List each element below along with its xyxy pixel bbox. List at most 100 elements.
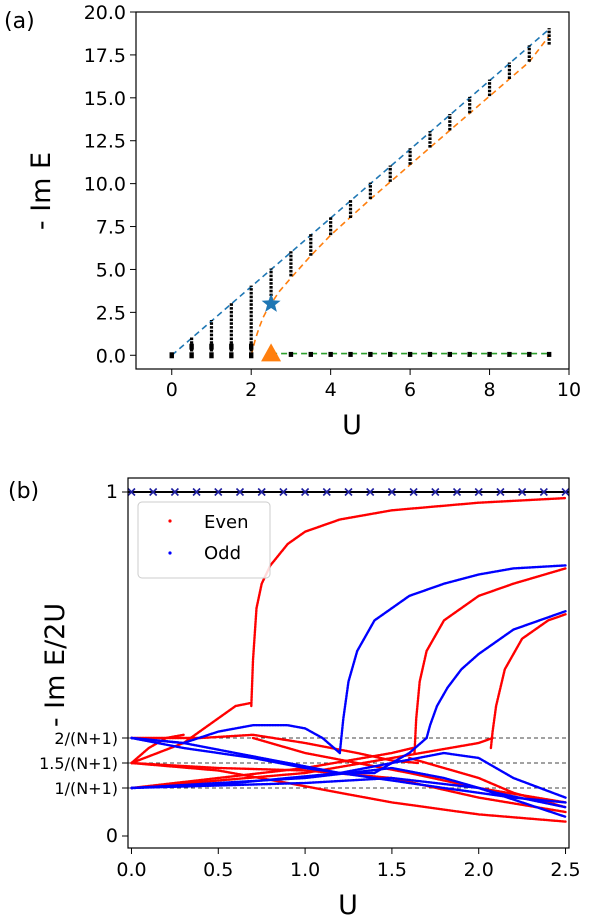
eigenvalue-point (527, 351, 532, 357)
eigenvalue-point (348, 351, 353, 357)
eigenvalue-point (209, 343, 214, 350)
x-tick-label: 0 (166, 379, 178, 401)
panel-b-frame (127, 477, 570, 849)
x-tick-label: 2.0 (464, 859, 494, 881)
x-marker (235, 487, 245, 497)
eigenvalue-point (368, 351, 373, 357)
x-marker (496, 487, 505, 497)
y-tick-label: 0.0 (96, 345, 126, 367)
legend: Even Odd (137, 501, 271, 579)
odd-curve (338, 564, 567, 755)
panel-a: (a) 0 2 4 6 8 10 0.0 2.5 5.0 7.5 10.0 12.5 15.0 17.5 2… (4, 2, 581, 441)
eigenvalue-point (229, 352, 234, 359)
eigenvalue-point (288, 351, 294, 357)
x-marker (452, 487, 462, 497)
eigenvalue-point (249, 343, 254, 350)
panel-a-label: (a) (4, 9, 35, 34)
eigenvalue-point (249, 352, 254, 359)
eigenvalue-point (328, 351, 333, 357)
panel-b: (b) 0.0 0.5 1.0 1.5 2.0 2.5 0 1/(N+1) 1.5/(N+1) 2… (8, 477, 581, 921)
y-tick-label: 0 (106, 825, 118, 847)
eigenvalue-point (467, 351, 472, 357)
eigenvalue-point (447, 351, 453, 357)
even-curve (130, 736, 494, 790)
y-tick-label: 5.0 (96, 259, 126, 281)
x-tick-label: 10 (557, 379, 581, 401)
eigenvalue-point (308, 351, 313, 357)
odd-curve (425, 610, 567, 740)
x-marker (301, 487, 310, 497)
eigenvalue-point (407, 351, 413, 357)
x-tick-label: 4 (325, 379, 337, 401)
panel-b-xlabel: U (338, 890, 358, 921)
x-tick-label: 0.5 (203, 859, 233, 881)
x-tick-label: 8 (484, 379, 496, 401)
eigenvalue-point (507, 351, 512, 357)
even-curve (489, 613, 567, 750)
x-marker (474, 487, 483, 497)
x-marker (322, 487, 331, 497)
x-marker (409, 487, 418, 497)
odd-curve (130, 776, 567, 818)
x-marker (431, 487, 440, 497)
panel-a-xlabel: U (342, 410, 362, 441)
eigenvalue-point (169, 352, 174, 359)
x-marker (518, 487, 527, 497)
y-tick-label: 1.5/(N+1) (39, 754, 118, 773)
eigenvalue-point (189, 352, 194, 359)
eigenvalue-point (209, 352, 214, 359)
dashed-line-1 (250, 35, 550, 356)
x-marker (257, 487, 266, 497)
panel-b-label: (b) (8, 479, 39, 504)
x-tick-label: 1.0 (290, 859, 320, 881)
legend-even-marker (168, 519, 172, 523)
y-tick-label: 20.0 (84, 2, 126, 24)
x-tick-label: 1.5 (377, 859, 407, 881)
dashed-line-0 (171, 28, 550, 356)
x-marker (387, 487, 396, 497)
x-marker (279, 487, 288, 497)
eigenvalue-point (546, 351, 552, 357)
even-curve (130, 733, 420, 765)
x-marker (366, 487, 375, 497)
x-marker (344, 487, 353, 497)
x-marker (170, 487, 179, 497)
x-tick-label: 0.0 (116, 859, 146, 881)
x-tick-label: 6 (404, 379, 416, 401)
odd-curve (130, 736, 428, 775)
eigenvalue-point (487, 351, 492, 357)
legend-odd-marker (168, 551, 172, 555)
y-tick-label: 2.5 (96, 302, 126, 324)
panel-a-frame (135, 11, 570, 370)
y-tick-label: 17.5 (84, 45, 126, 67)
panel-b-ylabel: - Im E/2U (40, 603, 71, 727)
y-tick-label: 12.5 (84, 131, 126, 153)
x-marker (214, 487, 223, 497)
eigenvalue-point (189, 343, 194, 350)
y-tick-label: 15.0 (84, 88, 126, 110)
y-tick-label: 1 (106, 481, 118, 503)
y-tick-label: 7.5 (96, 217, 126, 239)
x-marker (149, 487, 158, 497)
star-marker (261, 293, 281, 312)
legend-even-label: Even (204, 512, 249, 533)
x-marker (561, 487, 570, 497)
triangle-marker (261, 343, 282, 362)
panel-a-ylabel: - Im E (26, 152, 57, 230)
x-tick-label: 2 (245, 379, 257, 401)
y-tick-label: 2/(N+1) (54, 729, 118, 748)
y-tick-label: 1/(N+1) (54, 779, 118, 798)
eigenvalue-point (427, 351, 433, 357)
eigenvalue-point (229, 343, 234, 350)
odd-curve (130, 724, 341, 755)
x-marker (192, 487, 201, 497)
x-tick-label: 2.5 (550, 859, 580, 881)
even-curve (130, 701, 253, 765)
y-tick-label: 10.0 (84, 174, 126, 196)
x-marker (127, 487, 136, 497)
even-curve (130, 761, 567, 823)
x-marker (539, 487, 548, 497)
legend-odd-label: Odd (204, 543, 241, 564)
eigenvalue-point (388, 351, 393, 357)
